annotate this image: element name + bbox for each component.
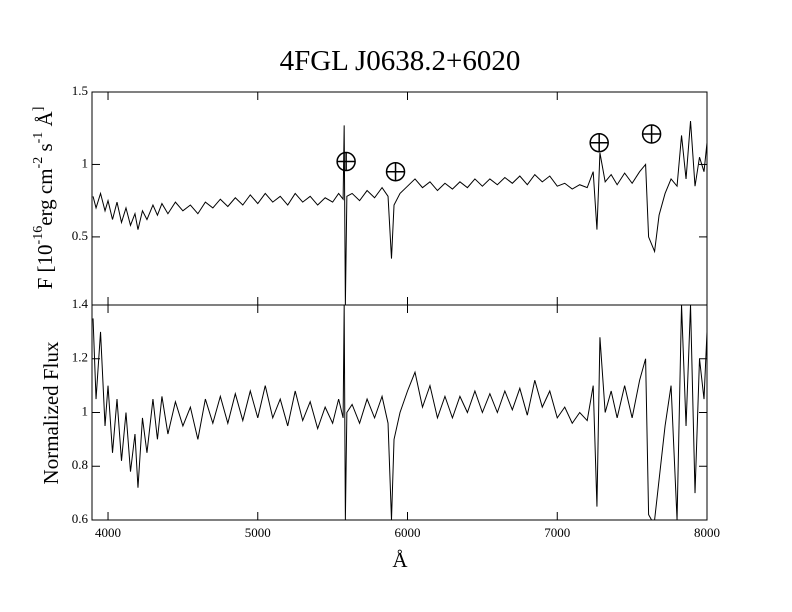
spectrum-line: [92, 305, 707, 520]
y-axis-label-part: F [10: [33, 244, 57, 289]
y-axis-label-part: ]: [31, 107, 46, 112]
y-tick-label: 0.5: [72, 228, 88, 243]
y-tick-label: 1: [82, 155, 89, 170]
y-axis-label: Normalized Flux: [39, 341, 63, 484]
y-tick-label: 0.8: [72, 457, 88, 472]
chart-title: 4FGL J0638.2+6020: [280, 45, 521, 77]
y-axis-label: F [10-16erg cm-2 s-1 Å]: [31, 107, 57, 290]
x-tick-label: 7000: [544, 525, 570, 540]
y-tick-label: 0.6: [72, 511, 89, 526]
y-tick-label: 1.5: [72, 83, 88, 98]
x-tick-label: 5000: [245, 525, 271, 540]
x-tick-label: 6000: [395, 525, 421, 540]
y-tick-label: 1: [82, 403, 89, 418]
y-axis-label-part: -2: [31, 157, 46, 169]
y-axis-label-part: s: [33, 143, 57, 156]
x-tick-label: 8000: [694, 525, 720, 540]
y-axis-label-part: -1: [31, 132, 46, 144]
spectrum-line: [92, 120, 707, 305]
x-axis-label: Å: [392, 548, 408, 572]
y-axis-label-part: erg cm: [33, 168, 57, 225]
y-axis-label-part: Å: [33, 110, 57, 131]
y-axis-label-part: -16: [31, 226, 46, 245]
y-tick-label: 1.4: [72, 296, 89, 311]
x-tick-label: 4000: [95, 525, 121, 540]
y-tick-label: 1.2: [72, 350, 88, 365]
